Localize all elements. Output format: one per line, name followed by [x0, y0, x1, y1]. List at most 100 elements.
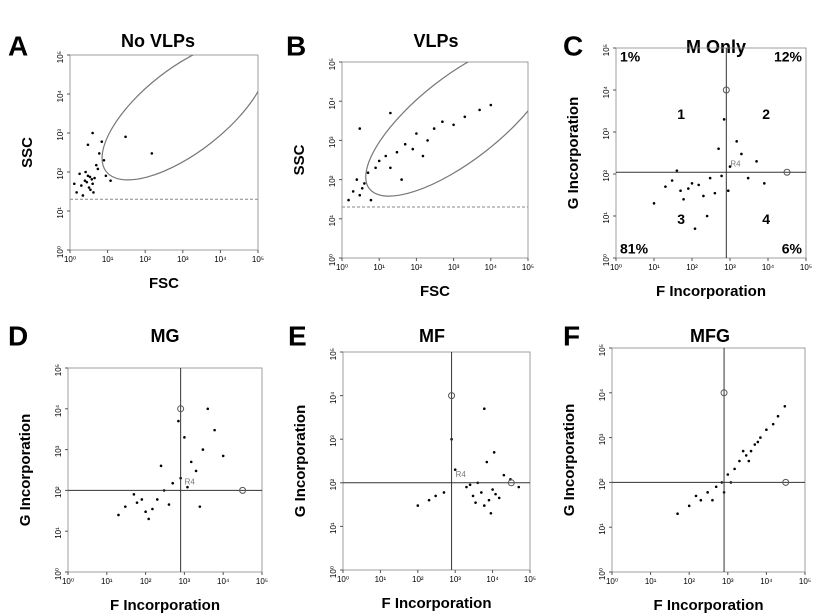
- x-axis-label: FSC: [149, 275, 179, 292]
- panel-letter: F: [563, 320, 580, 351]
- event-dot: [89, 188, 92, 192]
- x-tick-label: 10⁵: [252, 255, 264, 264]
- event-dot: [102, 158, 106, 162]
- event-dot: [471, 494, 475, 498]
- event-dot: [86, 174, 90, 178]
- event-dot: [783, 404, 787, 408]
- gate-handle: [177, 405, 185, 413]
- y-tick-label: 10⁴: [56, 89, 65, 102]
- event-dot: [389, 166, 392, 170]
- x-tick-label: 10⁴: [762, 263, 775, 272]
- event-dot: [733, 467, 736, 471]
- gate-handle: [722, 86, 730, 94]
- chart-title: M Only: [686, 37, 746, 57]
- event-dot: [358, 127, 362, 130]
- y-tick-label: 10⁰: [54, 568, 63, 580]
- event-dot: [72, 182, 76, 186]
- y-tick-label: 10¹: [328, 214, 337, 226]
- y-axis-label: G Incorporation: [292, 405, 309, 518]
- event-dot: [755, 160, 758, 163]
- plot-frame: [615, 47, 807, 259]
- event-dot: [453, 468, 457, 471]
- y-tick-label: 10¹: [598, 523, 607, 535]
- event-dot: [109, 179, 112, 182]
- event-dot: [151, 507, 154, 511]
- quadrant-percent: 1%: [620, 49, 641, 65]
- plot-area: [676, 404, 787, 516]
- event-dot: [485, 460, 489, 464]
- event-dot: [776, 414, 780, 418]
- panel: A No VLPs FSC SSC 10⁰ 10¹ 10² 10³ 10⁴ 10⁵ 10⁰ 10¹ 10…: [8, 30, 264, 292]
- y-tick-label: 10³: [602, 128, 611, 140]
- event-dot: [726, 473, 730, 476]
- chart-title: VLPs: [413, 31, 458, 51]
- plot-area: [70, 55, 258, 200]
- event-dot: [78, 172, 81, 176]
- chart-title: MFG: [690, 326, 730, 346]
- x-tick-label: 10¹: [648, 263, 660, 272]
- event-dot: [189, 460, 193, 464]
- event-dot: [494, 492, 497, 496]
- gate-label: R4: [456, 470, 467, 479]
- event-dot: [652, 202, 656, 205]
- y-tick-label: 10²: [329, 478, 338, 490]
- event-dot: [213, 428, 216, 432]
- x-tick-label: 10⁵: [522, 263, 534, 272]
- quadrant-percent: 12%: [774, 49, 803, 65]
- y-tick-label: 10¹: [602, 212, 611, 224]
- plot-frame: [67, 367, 263, 573]
- x-tick-label: 10²: [686, 263, 698, 272]
- event-dot: [708, 176, 712, 180]
- event-dot: [177, 419, 180, 423]
- event-dot: [167, 503, 171, 506]
- event-dot: [416, 504, 420, 507]
- y-tick-label: 10³: [328, 136, 337, 148]
- event-dot: [687, 504, 691, 508]
- x-tick-label: 10⁰: [610, 263, 622, 272]
- event-dot: [713, 191, 717, 195]
- y-tick-label: 10²: [328, 175, 337, 187]
- x-tick-label: 10³: [449, 575, 461, 584]
- y-tick-label: 10³: [56, 129, 65, 141]
- plot-frame: [611, 347, 806, 573]
- event-dot: [492, 451, 496, 454]
- panel-letter: E: [288, 320, 307, 351]
- event-dot: [384, 154, 388, 158]
- event-dot: [676, 512, 679, 516]
- event-dot: [502, 473, 506, 477]
- x-tick-label: 10⁵: [799, 577, 811, 586]
- event-dot: [92, 191, 95, 194]
- x-tick-label: 10¹: [102, 255, 114, 264]
- y-tick-label: 10²: [598, 478, 607, 490]
- event-dot: [735, 140, 738, 143]
- x-tick-label: 10⁴: [485, 263, 498, 272]
- plot-frame: [341, 61, 529, 259]
- y-tick-label: 10¹: [54, 527, 63, 539]
- x-tick-label: 10¹: [645, 577, 657, 586]
- event-dot: [363, 182, 366, 185]
- event-dot: [91, 131, 94, 135]
- event-dot: [186, 485, 189, 489]
- y-axis-label: SSC: [19, 137, 36, 168]
- event-dot: [201, 448, 205, 451]
- event-dot: [426, 139, 429, 142]
- chart-title: MG: [151, 326, 180, 346]
- y-tick-label: 10¹: [329, 522, 338, 534]
- quadrant-number: 3: [677, 211, 685, 227]
- event-dot: [85, 180, 89, 184]
- event-dot: [366, 171, 370, 174]
- x-tick-label: 10²: [683, 577, 695, 586]
- event-dot: [717, 147, 720, 151]
- event-dot: [347, 198, 350, 202]
- x-tick-label: 10⁵: [524, 575, 536, 584]
- y-tick-label: 10⁰: [56, 246, 65, 258]
- event-dot: [714, 485, 718, 489]
- event-dot: [763, 182, 766, 185]
- event-dot: [756, 440, 760, 444]
- event-dot: [427, 498, 431, 502]
- event-dot: [465, 485, 468, 489]
- event-dot: [124, 135, 127, 139]
- event-dot: [759, 436, 762, 439]
- x-tick-label: 10¹: [375, 575, 387, 584]
- panel: F MFG F Incorporation G Incorporation 10⁰ 10¹…: [561, 320, 811, 613]
